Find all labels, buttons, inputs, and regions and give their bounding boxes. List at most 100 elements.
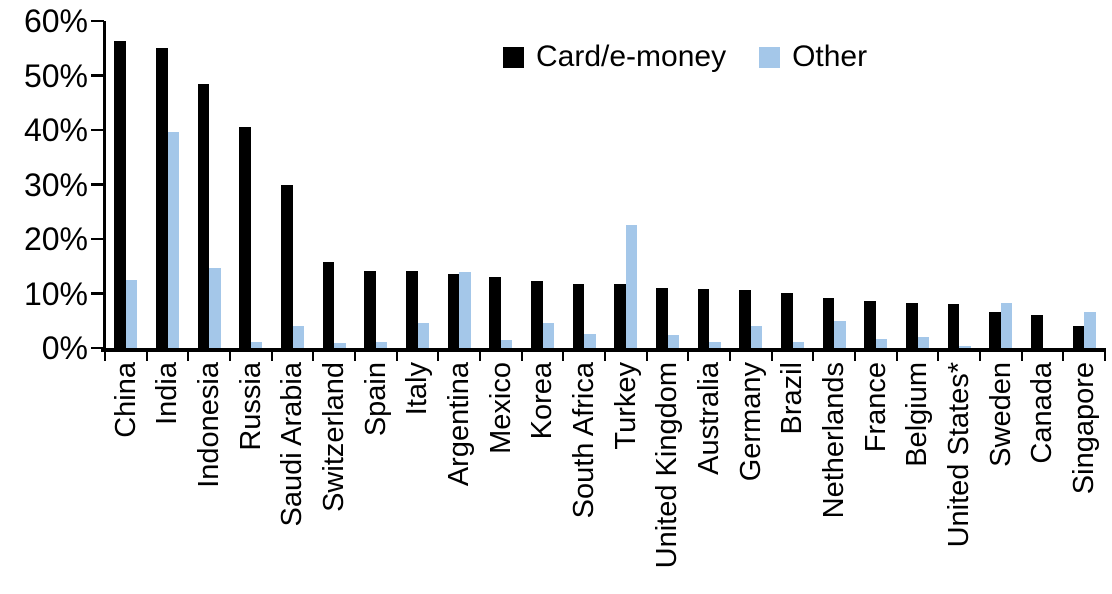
bar-card-e-money: [489, 277, 501, 348]
bar-group-indonesia: [188, 21, 230, 348]
x-axis-label: Italy: [401, 362, 434, 416]
x-axis-tick: [270, 348, 273, 361]
x-label-cell: Korea: [522, 362, 564, 592]
x-label-cell: Singapore: [1063, 362, 1105, 592]
x-axis-tick: [812, 348, 815, 361]
y-axis-tick: [91, 128, 104, 132]
bar-card-e-money: [364, 270, 376, 348]
x-axis-tick: [312, 348, 315, 361]
bar-group-canada: [1022, 21, 1064, 348]
legend: Card/e-money Other: [503, 42, 867, 72]
bar-group-sweden: [980, 21, 1022, 348]
bar-other: [125, 280, 138, 348]
x-axis-tick: [479, 348, 481, 361]
bar-card-e-money: [781, 293, 793, 348]
bar-group-spain: [355, 21, 397, 348]
x-label-cell: Spain: [355, 362, 397, 592]
legend-label: Other: [792, 40, 868, 73]
x-label-cell: South Africa: [563, 362, 605, 592]
x-axis-tick: [437, 348, 440, 361]
bar-group-turkey: [605, 21, 647, 348]
x-label-cell: Turkey: [605, 362, 647, 592]
bar-card-e-money: [906, 303, 918, 348]
other-swatch-icon: [759, 46, 781, 68]
y-axis-tick-label: 0%: [41, 330, 88, 366]
bar-card-e-money: [531, 281, 543, 348]
x-axis-label: Singapore: [1068, 362, 1101, 495]
x-label-cell: Brazil: [772, 362, 814, 592]
x-axis-label: South Africa: [568, 362, 600, 519]
x-axis-label: Australia: [693, 362, 726, 475]
x-axis-tick: [979, 348, 981, 361]
x-label-cell: Sweden: [980, 362, 1022, 592]
bar-other: [250, 342, 263, 348]
x-axis-label: Belgium: [901, 362, 934, 467]
x-axis-tick: [104, 348, 106, 361]
x-axis-tick: [354, 348, 356, 361]
x-axis-tick: [395, 348, 398, 361]
bar-group-china: [105, 21, 147, 348]
bar-group-korea: [522, 21, 564, 348]
bar-card-e-money: [822, 297, 835, 348]
x-axis-label: Canada: [1026, 362, 1059, 464]
y-axis-tick-label: 20%: [23, 221, 88, 257]
x-axis-label: China: [109, 362, 142, 438]
x-label-cell: Italy: [397, 362, 439, 592]
x-axis-label: India: [151, 362, 184, 425]
x-label-cell: Belgium: [897, 362, 939, 592]
x-label-cell: Saudi Arabia: [272, 362, 314, 592]
plot-area: [105, 21, 1105, 348]
y-axis-tick-label: 30%: [23, 166, 88, 203]
bar-group-italy: [397, 21, 439, 348]
x-axis-tick: [520, 348, 523, 361]
bar-other: [500, 339, 513, 348]
bar-other: [459, 271, 471, 348]
x-axis-tick: [1020, 348, 1023, 361]
bar-other: [917, 336, 930, 348]
bar-group-south-africa: [563, 21, 605, 348]
x-axis-label: Germany: [734, 362, 767, 482]
bar-card-e-money: [656, 287, 668, 348]
bar-card-e-money: [114, 41, 126, 348]
x-label-cell: Russia: [230, 362, 272, 592]
x-axis-label: Argentina: [442, 362, 475, 487]
bar-other: [750, 326, 763, 348]
x-axis-tick: [187, 348, 190, 361]
bar-other: [334, 342, 346, 348]
y-axis-tick: [91, 292, 104, 295]
x-axis-tick: [229, 348, 231, 361]
x-axis-label: Mexico: [484, 362, 517, 454]
x-axis-label: Sweden: [984, 362, 1017, 467]
bar-other: [625, 224, 638, 348]
bar-other: [709, 342, 721, 348]
bar-card-e-money: [239, 126, 251, 348]
bar-other: [417, 322, 430, 348]
bar-group-brazil: [772, 21, 814, 348]
bar-card-e-money: [1031, 315, 1043, 348]
x-label-cell: United States*: [938, 362, 980, 592]
bar-card-e-money: [989, 311, 1001, 348]
bar-card-e-money: [322, 262, 335, 348]
y-axis-line: [103, 21, 106, 350]
bar-card-e-money: [281, 185, 293, 348]
x-axis-tick: [895, 348, 898, 361]
bar-group-united-kingdom: [647, 21, 689, 348]
bar-card-e-money: [739, 289, 751, 348]
x-axis-tick: [937, 348, 940, 361]
x-axis-label: United States*: [943, 362, 976, 548]
x-axis-tick: [854, 348, 856, 361]
x-label-cell: China: [105, 362, 147, 592]
x-axis-tick: [645, 348, 648, 361]
bar-group-singapore: [1063, 21, 1105, 348]
legend-label: Card/e-money: [536, 40, 727, 73]
x-axis-tick: [562, 348, 565, 361]
bar-other: [875, 338, 888, 348]
bar-group-argentina: [438, 21, 480, 348]
bar-group-australia: [688, 21, 730, 348]
x-axis-label: Russia: [234, 362, 267, 451]
bar-group-belgium: [897, 21, 939, 348]
bar-card-e-money: [697, 288, 710, 348]
x-axis-tick: [1062, 348, 1065, 361]
bar-other: [167, 131, 179, 348]
x-axis-labels: China India Indonesia Russia Saudi Arabia Swi…: [105, 362, 1105, 592]
